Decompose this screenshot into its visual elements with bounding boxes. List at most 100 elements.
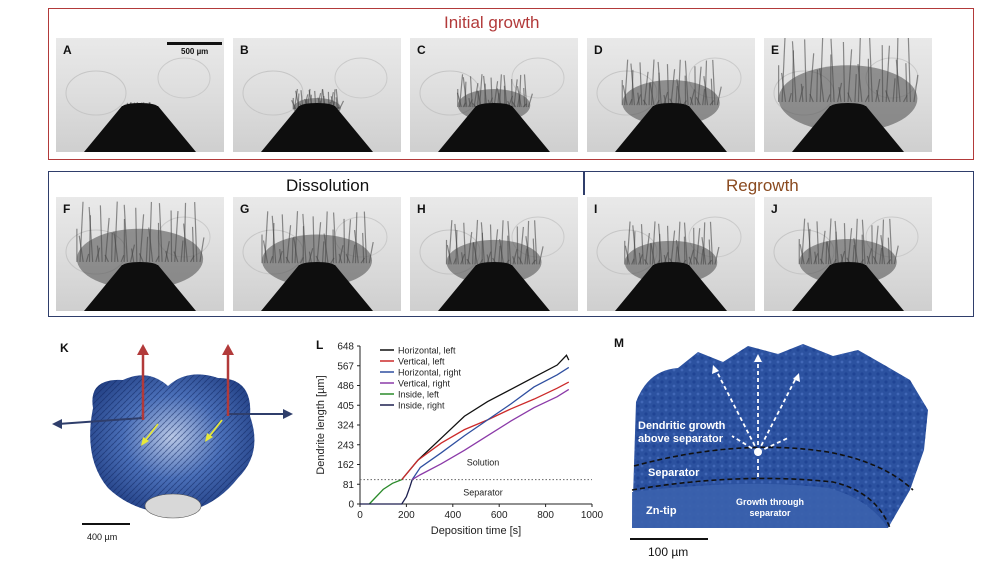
y-tick-label: 567 [337,361,354,372]
panel-label: J [771,202,778,216]
electrode-tip [438,106,550,152]
zn-tip-region [632,483,888,528]
y-axis-label: Dendrite length [µm] [315,375,327,474]
micrograph-drawing [419,57,565,152]
dendrite-3d-render [52,344,293,519]
panel-label: I [594,202,598,216]
electrode-tip [438,265,550,311]
panel-label: D [594,43,603,57]
legend-entry: Inside, right [398,401,445,411]
y-tick-label: 648 [337,342,354,353]
micrograph-e: E [764,38,932,152]
panel-label: B [240,43,249,57]
scale-bar-400-label: 400 µm [87,532,118,542]
micrograph-drawing [65,201,211,311]
panel-label: E [771,43,780,57]
panel-label: C [417,43,426,57]
y-tick-label: 0 [348,500,354,511]
legend-entry: Inside, left [398,390,440,400]
panel-k-label: K [60,341,69,355]
micrograph-c: C [410,38,578,152]
growth-arrows [715,360,797,480]
series-line [360,479,413,505]
micrograph-a: A [56,38,224,152]
panel-label: A [63,43,72,57]
chart-axes: 0 200 400 600 800 1000 0 81 162 243 324 405 486 567 64… [337,342,603,522]
y-tick-label: 324 [337,421,354,432]
dissolution-regrowth-frame [48,171,974,317]
regrowth-heading: Regrowth [726,176,799,195]
dissolution-heading: Dissolution [286,176,370,195]
x-axis-label: Deposition time [s] [431,525,521,537]
x-tick-label: 1000 [581,510,604,521]
x-tick-label: 800 [537,510,554,521]
annotation-growth-through: Growth through separator [736,497,804,518]
annotation-growth-above: Dendritic growth above separator [638,420,726,445]
y-tick-label: 405 [337,401,354,412]
micrograph-f: F [56,197,224,311]
panel-label: G [240,202,250,216]
y-tick-label: 486 [337,381,354,392]
micrograph-drawing [596,57,742,152]
panel-label: H [417,202,426,216]
electrode-tip [261,106,373,152]
micrograph-drawing [242,57,388,152]
initial-growth-frame [48,8,974,160]
series-line [401,354,570,481]
panel-label: F [63,202,71,216]
electrode-tip [792,265,904,311]
electrode-tip [84,106,196,152]
scale-bar-100 [630,538,708,540]
horizontal-arrow-left [57,417,144,425]
scale-bar-100-label: 100 µm [648,545,689,559]
legend-entry: Horizontal, right [398,368,462,378]
region-label-solution: Solution [467,458,500,468]
micrograph-b: B [233,38,401,152]
panel-m-label: M [614,336,624,350]
inside-arrow-right [207,419,223,439]
dendrite-mass [261,211,374,287]
panel-l-label: L [316,338,324,352]
separator-boundary-lower [631,477,891,528]
x-tick-label: 400 [444,510,461,521]
legend-entry: Vertical, right [398,379,451,389]
x-tick-label: 0 [357,510,363,521]
dendrite-mass [778,38,919,133]
micrograph-drawing [419,216,565,311]
micrograph-i: I [587,197,755,311]
section-divider [583,171,585,195]
micrograph-drawing [773,216,919,311]
electrode-tip [792,106,904,152]
y-tick-label: 243 [337,440,354,451]
micrograph-h: H [410,197,578,311]
electrode-tip [615,265,727,311]
scale-bar-400 [82,523,130,525]
micrograph-d: D [587,38,755,152]
inside-arrow-left [143,423,159,443]
micrograph-drawing [773,38,919,152]
series-line [411,366,570,480]
series-line [368,479,402,505]
scale-bar-label: 500 µm [181,47,209,56]
region-label-separator: Separator [463,488,503,498]
micrograph-drawing [242,211,388,311]
electrode-tip [615,106,727,152]
separator-boundary-upper [633,446,914,491]
series-line [411,388,570,481]
y-tick-label: 162 [337,460,354,471]
micrograph-drawing [65,57,211,152]
separator-cross-section [631,344,928,528]
legend-entry: Horizontal, left [398,346,456,356]
dendrite-mass [76,201,205,290]
micrograph-drawing [596,216,742,311]
legend-entry: Vertical, left [398,357,445,367]
electrode-tip [261,265,373,311]
electrode-tip [84,265,196,311]
annotation-separator: Separator [648,467,700,479]
x-tick-label: 600 [491,510,508,521]
initial-growth-heading: Initial growth [444,13,540,32]
x-tick-label: 200 [398,510,415,521]
zn-tip-base [144,493,202,519]
y-tick-label: 81 [343,480,355,491]
